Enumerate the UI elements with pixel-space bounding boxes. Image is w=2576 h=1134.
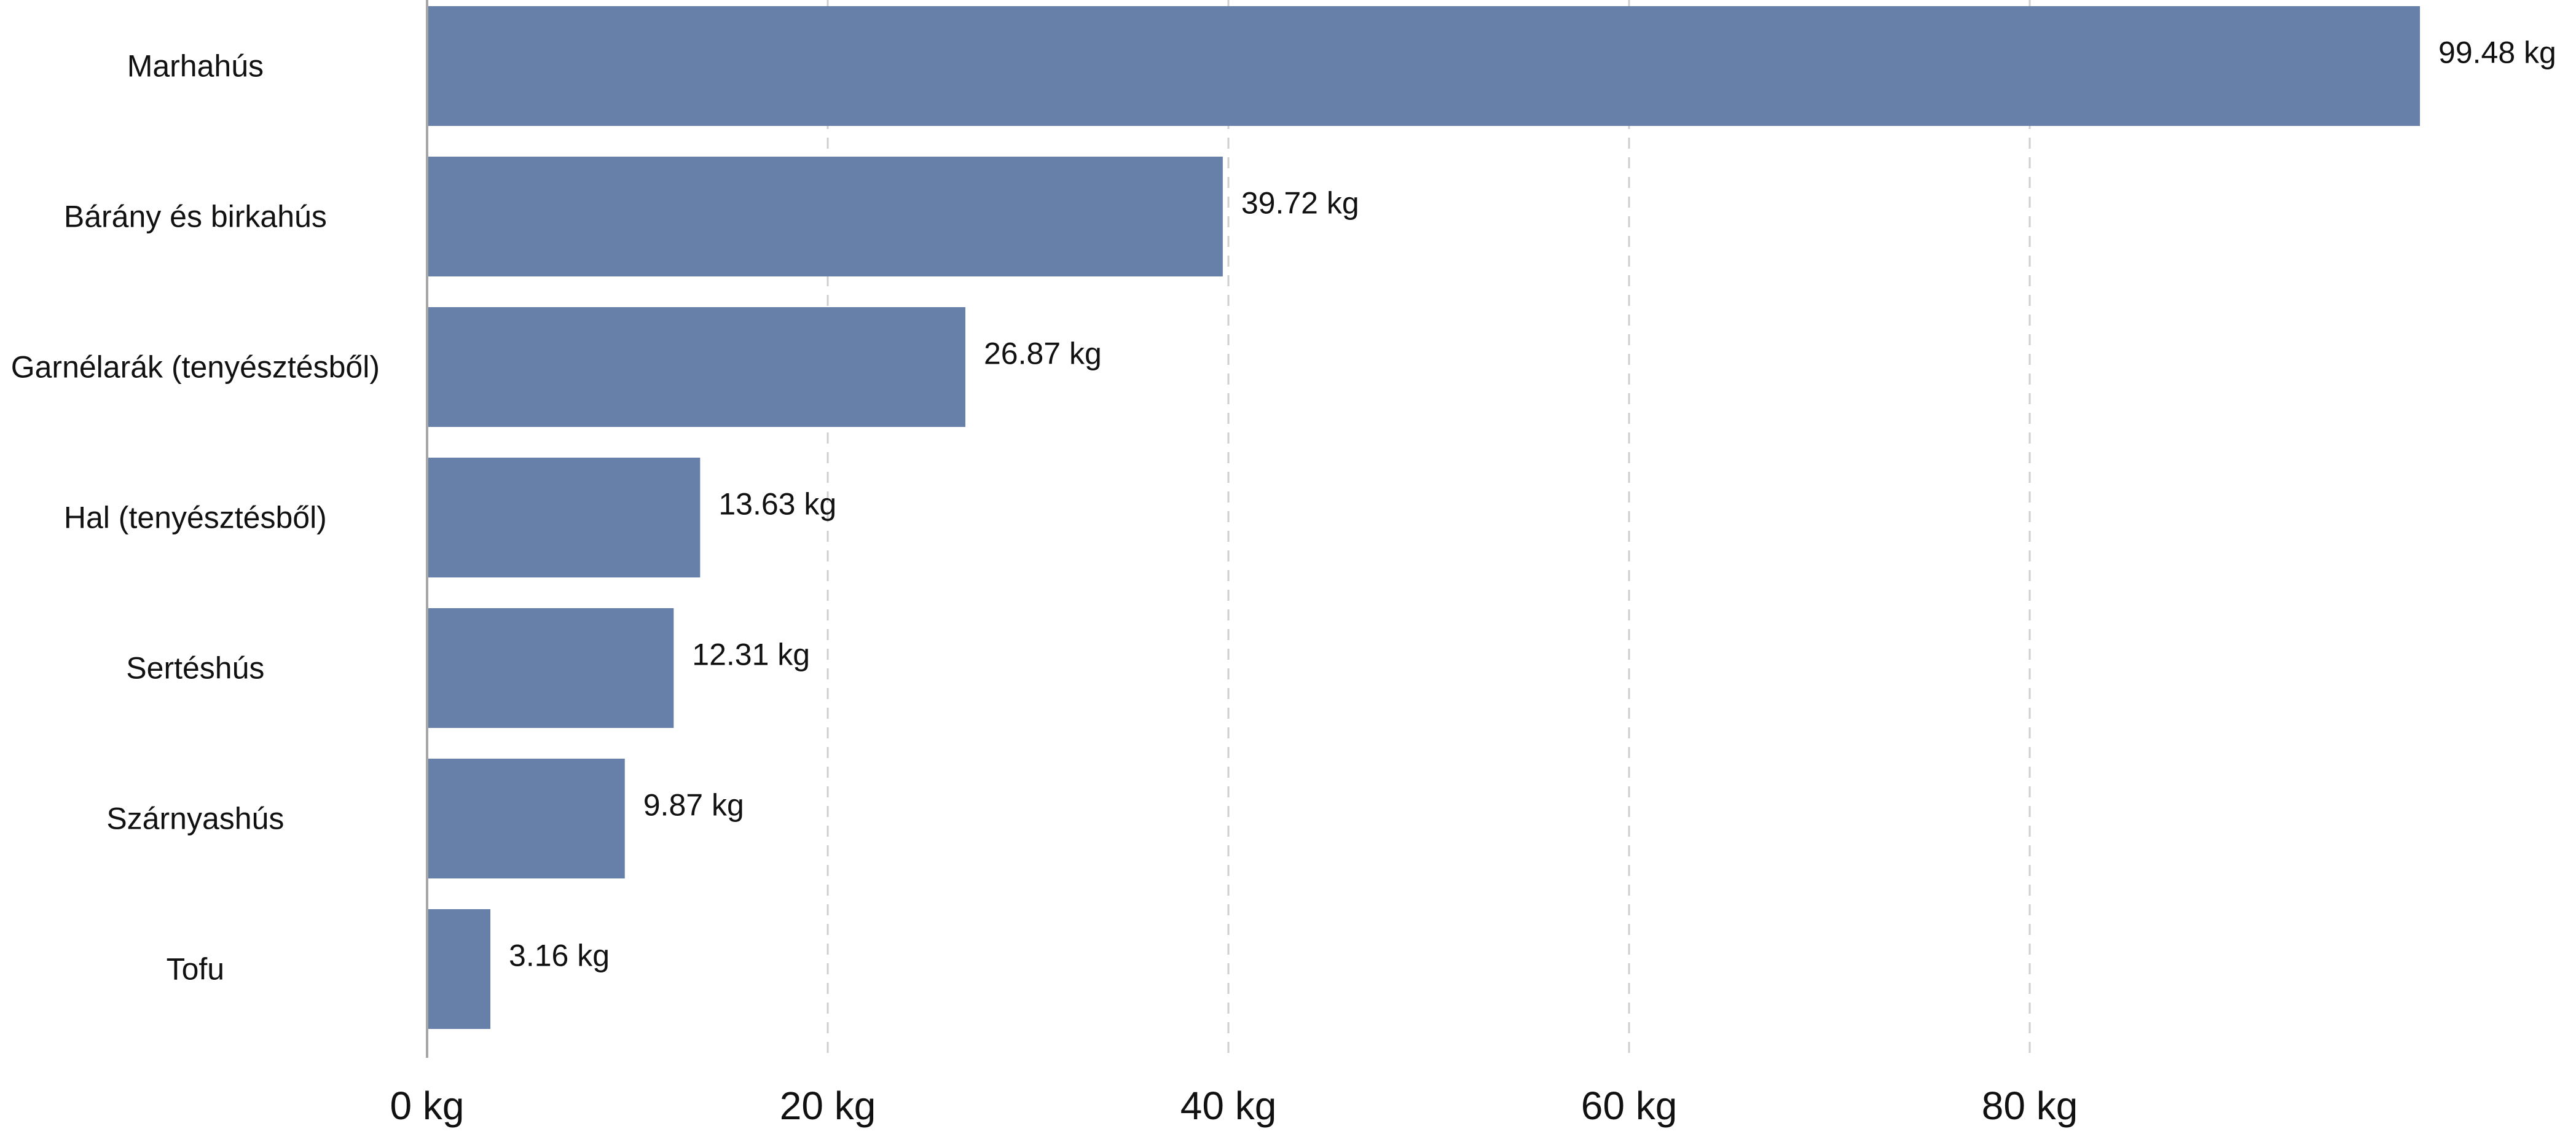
value-label-5: 9.87 kg <box>643 788 744 823</box>
x-tick-label-1: 20 kg <box>780 1084 876 1128</box>
x-tick-label-2: 40 kg <box>1180 1084 1277 1128</box>
value-label-1: 39.72 kg <box>1241 186 1359 221</box>
category-labels: Marhahús Bárány és birkahús Garnélarák (te… <box>11 49 380 987</box>
bar-4 <box>427 608 674 728</box>
category-label-2: Garnélarák (tenyésztésből) <box>11 350 380 385</box>
bar-3 <box>427 458 701 577</box>
value-label-6: 3.16 kg <box>509 939 610 973</box>
category-label-0: Marhahús <box>127 49 264 84</box>
value-labels: 99.48 kg 39.72 kg 26.87 kg 13.63 kg 12.31 kg… <box>509 36 2556 973</box>
value-label-2: 26.87 kg <box>984 337 1102 371</box>
value-label-0: 99.48 kg <box>2438 36 2556 70</box>
bar-1 <box>427 157 1223 276</box>
x-tick-labels: 0 kg 20 kg 40 kg 60 kg 80 kg <box>390 1084 2078 1128</box>
bar-0 <box>427 6 2421 126</box>
category-label-1: Bárány és birkahús <box>64 200 327 234</box>
bars <box>427 6 2421 1029</box>
value-label-3: 13.63 kg <box>718 487 836 522</box>
category-label-4: Sertéshús <box>126 651 264 686</box>
category-label-3: Hal (tenyésztésből) <box>64 501 327 535</box>
bar-5 <box>427 759 625 878</box>
category-label-5: Szárnyashús <box>106 802 284 836</box>
category-label-6: Tofu <box>167 952 225 987</box>
x-tick-label-4: 80 kg <box>1982 1084 2078 1128</box>
x-tick-label-3: 60 kg <box>1581 1084 1678 1128</box>
value-label-4: 12.31 kg <box>692 638 810 672</box>
bar-2 <box>427 307 965 427</box>
x-tick-label-0: 0 kg <box>390 1084 465 1128</box>
bar-6 <box>427 909 491 1029</box>
